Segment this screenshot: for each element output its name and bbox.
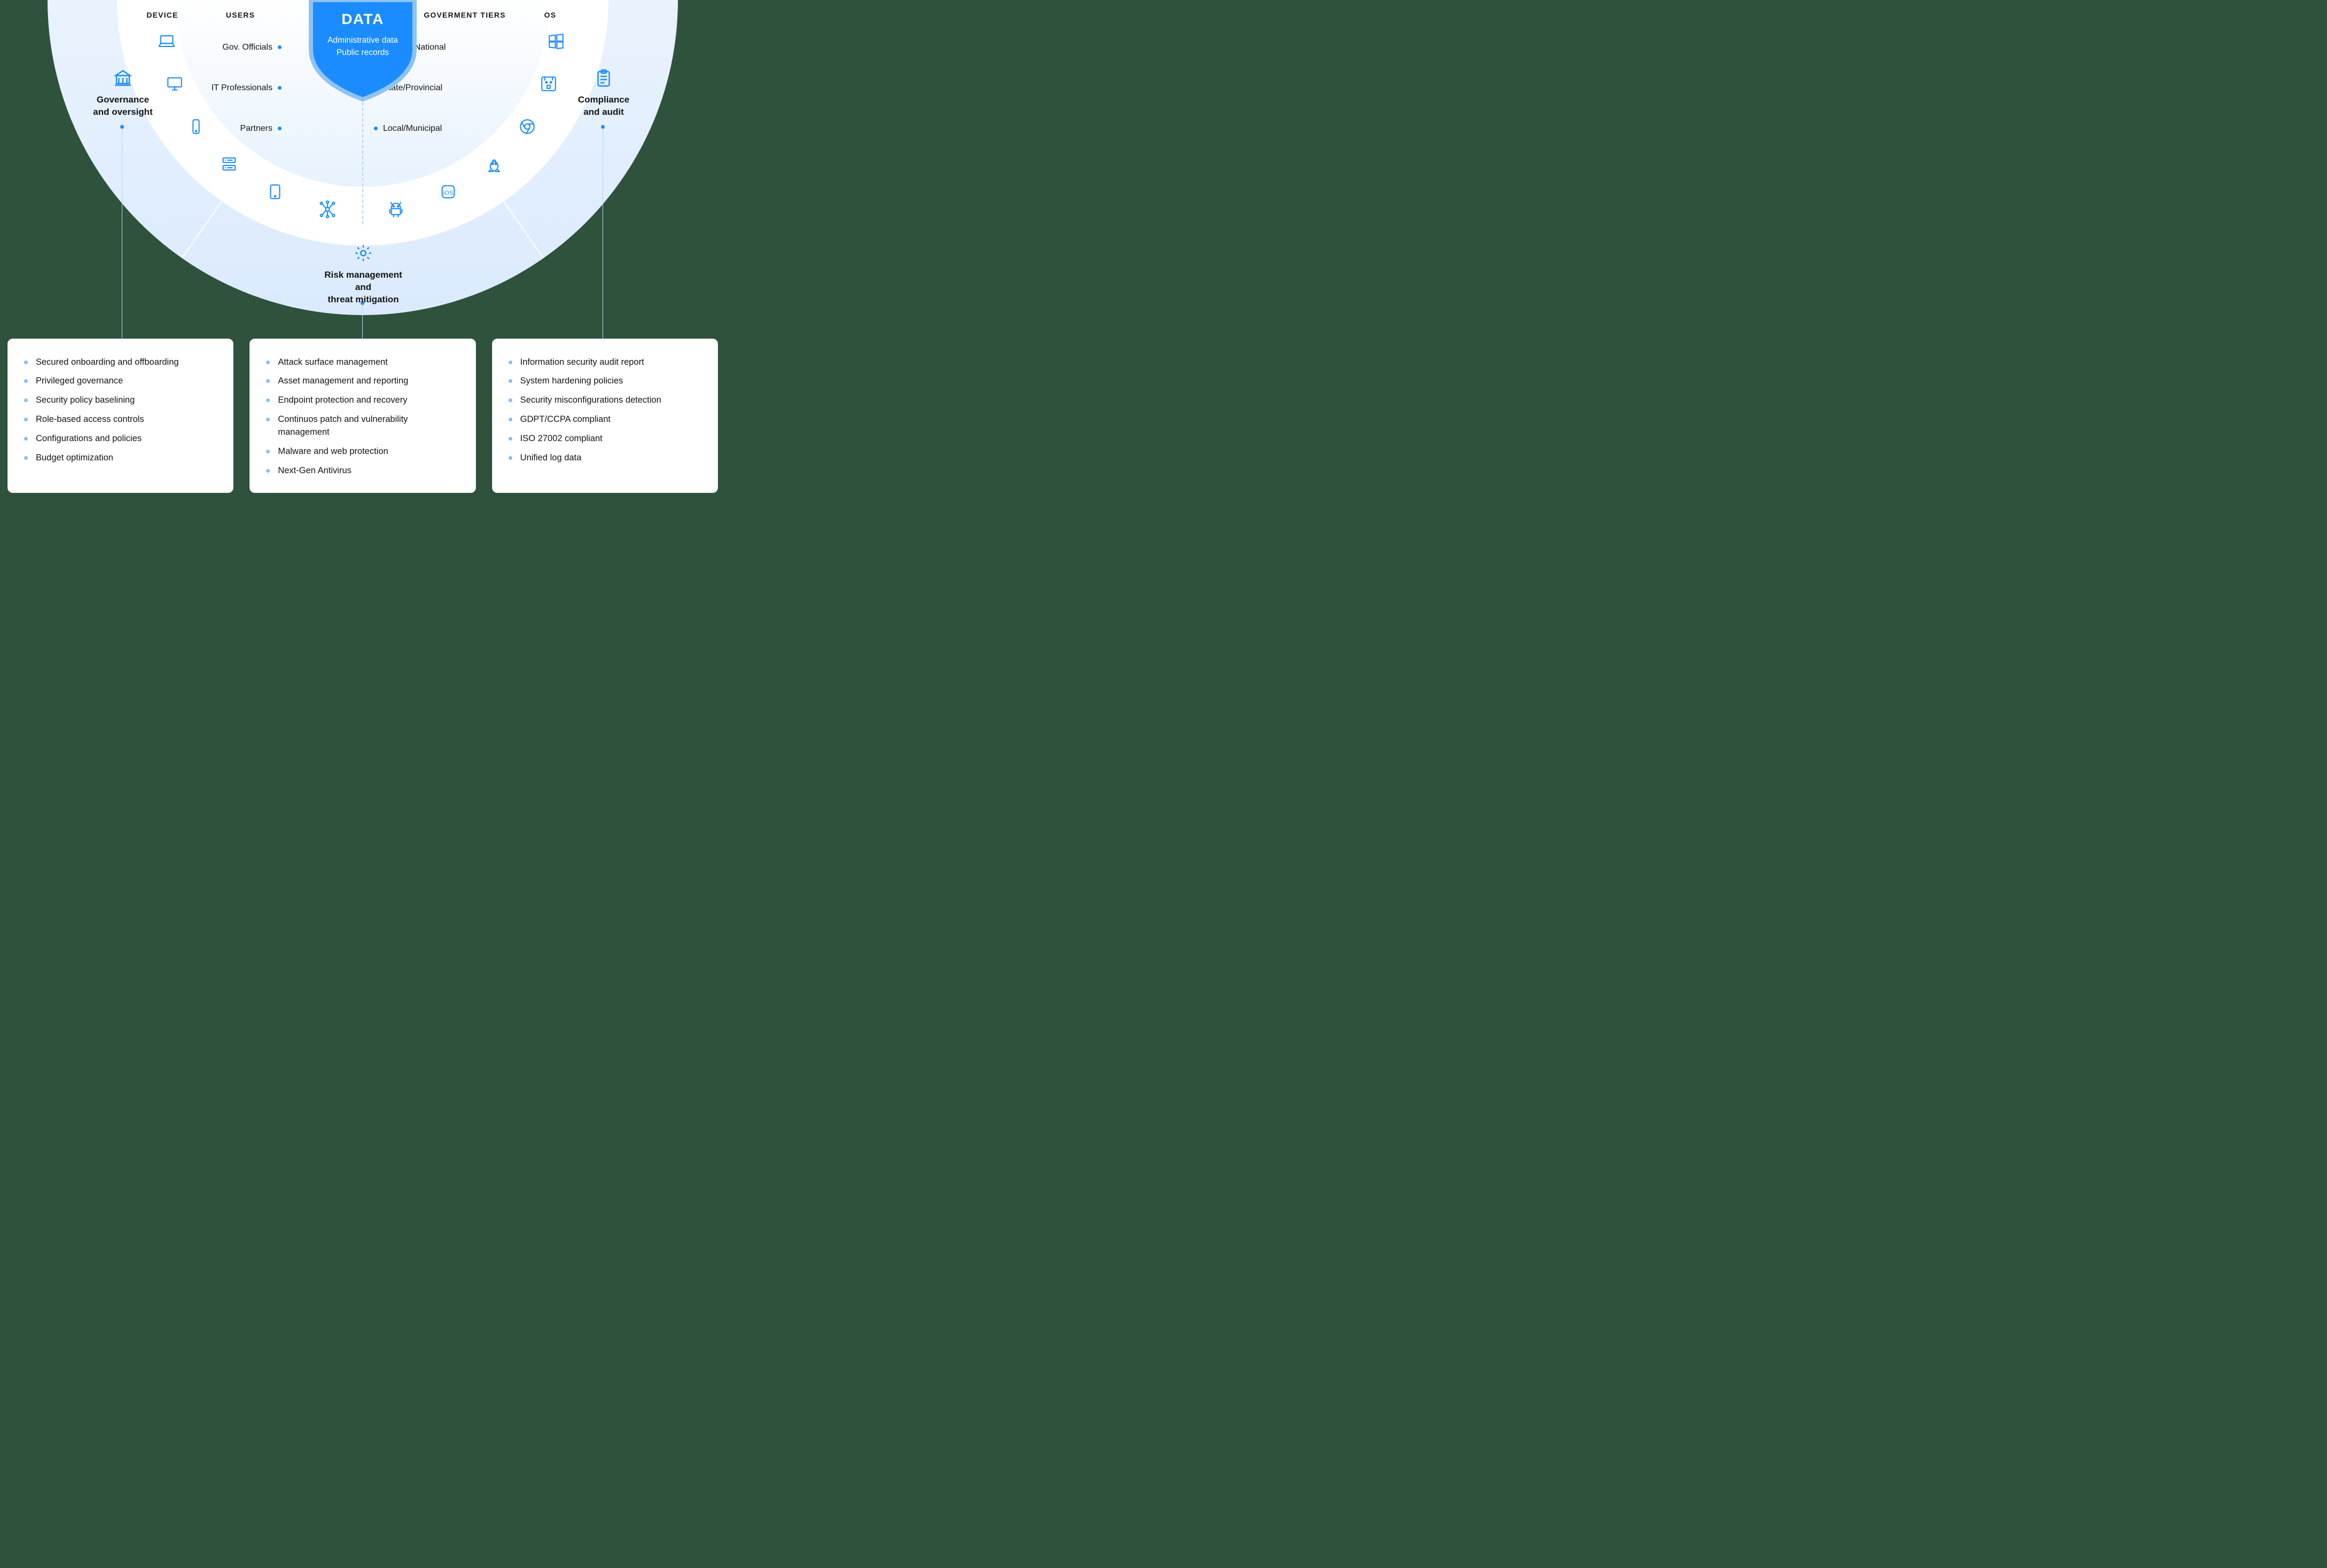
data-shield: DATA Administrative data Public records [306, 0, 420, 103]
list-item: Malware and web protection [266, 442, 461, 461]
list-item: Next-Gen Antivirus [266, 461, 461, 481]
pillar-compliance: Compliance and audit [556, 68, 652, 119]
list-item: Budget optimization [24, 449, 219, 468]
shield-title: DATA [306, 11, 420, 28]
pillar-governance-l2: and oversight [93, 107, 152, 117]
pillar-risk-l1: Risk management and [324, 270, 402, 292]
list-item: Secured onboarding and offboarding [24, 353, 219, 372]
card-risk-list: Attack surface managementAsset managemen… [266, 353, 461, 481]
list-item: Asset management and reporting [266, 372, 461, 391]
card-risk: Attack surface managementAsset managemen… [249, 339, 475, 493]
pillar-risk: Risk management and threat mitigation [315, 244, 411, 306]
card-compliance: Information security audit reportSystem … [492, 339, 718, 493]
pillar-compliance-l1: Compliance [578, 95, 629, 105]
iot-icon [318, 200, 337, 218]
macos-icon [540, 75, 558, 93]
governance-icon [113, 68, 132, 88]
list-item: ISO 27002 compliant [509, 429, 704, 449]
ios-icon [439, 183, 457, 201]
list-item: GDPT/CCPA compliant [509, 410, 704, 429]
pillar-governance-l1: Governance [97, 95, 149, 105]
pillar-risk-l2: threat mitigation [327, 294, 399, 304]
list-item: Configurations and policies [24, 429, 219, 449]
user-item: IT Professionals [212, 83, 282, 93]
gear-icon [354, 244, 373, 263]
bullet-icon [278, 86, 282, 90]
user-label: Gov. Officials [222, 43, 272, 52]
card-governance: Secured onboarding and offboardingPrivil… [7, 339, 233, 493]
list-item: Security policy baselining [24, 391, 219, 410]
category-os: OS [544, 11, 557, 19]
server-icon [220, 155, 238, 173]
shield-line-2: Public records [306, 46, 420, 59]
list-item: Continuos patch and vulnerability manage… [266, 410, 461, 442]
list-item: System hardening policies [509, 372, 704, 391]
list-item: Privileged governance [24, 372, 219, 391]
clipboard-icon [594, 68, 613, 88]
shield-line-1: Administrative data [306, 34, 420, 46]
tier-item: Local/Municipal [374, 124, 442, 134]
tier-label: Local/Municipal [383, 124, 442, 133]
list-item: Attack surface management [266, 353, 461, 372]
chrome-icon [518, 117, 536, 136]
cards-row: Secured onboarding and offboardingPrivil… [0, 339, 725, 493]
bullet-icon [278, 45, 282, 49]
list-item: Role-based access controls [24, 410, 219, 429]
android-icon [387, 200, 405, 218]
category-tiers: GOVERMENT TIERS [424, 11, 505, 19]
pillar-governance: Governance and oversight [75, 68, 171, 119]
card-governance-list: Secured onboarding and offboardingPrivil… [24, 353, 219, 468]
user-item: Gov. Officials [222, 43, 282, 52]
bullet-icon [374, 127, 378, 130]
pillar-compliance-l2: and audit [583, 107, 624, 117]
tablet-icon [266, 183, 284, 201]
list-item: Endpoint protection and recovery [266, 391, 461, 410]
windows-icon [547, 32, 565, 50]
list-item: Information security audit report [509, 353, 704, 372]
bullet-icon [278, 127, 282, 130]
user-label: Partners [240, 124, 272, 133]
user-item: Partners [240, 124, 282, 134]
list-item: Security misconfigurations detection [509, 391, 704, 410]
category-device: DEVICE [146, 11, 178, 19]
user-label: IT Professionals [212, 83, 272, 92]
linux-icon [485, 155, 503, 173]
list-item: Unified log data [509, 449, 704, 468]
category-users: USERS [226, 11, 255, 19]
card-compliance-list: Information security audit reportSystem … [509, 353, 704, 468]
phone-icon [187, 117, 205, 136]
laptop-icon [158, 32, 176, 50]
